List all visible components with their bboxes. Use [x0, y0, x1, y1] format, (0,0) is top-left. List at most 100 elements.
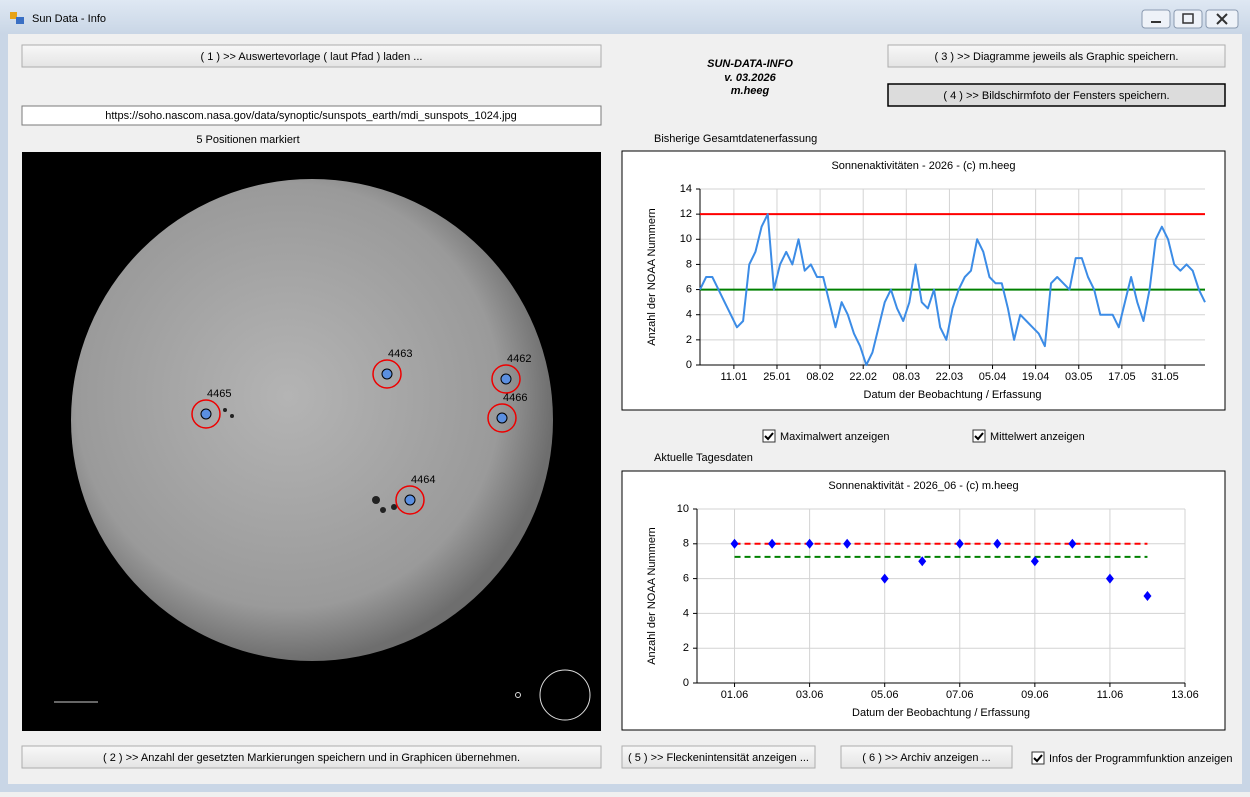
- check-mark: [764, 432, 774, 441]
- maximize-icon: [1182, 13, 1194, 24]
- button[interactable]: [887, 44, 1226, 68]
- data-point: [730, 538, 739, 549]
- app-icon: [10, 12, 17, 19]
- marker-ring[interactable]: [487, 403, 517, 433]
- app-icon: [16, 17, 24, 24]
- y-tick-label: 0: [683, 677, 689, 689]
- data-point: [805, 538, 814, 549]
- chart-frame: [621, 470, 1226, 731]
- check-mark: [974, 432, 984, 441]
- y-tick-label: 10: [680, 233, 692, 245]
- y-tick-label: 8: [686, 258, 692, 270]
- button-label[interactable]: ( 5 ) >> Fleckenintensität anzeigen ...: [628, 752, 809, 764]
- marker-ring[interactable]: [491, 364, 521, 394]
- header-text: v. 03.2026: [724, 72, 776, 84]
- button[interactable]: [21, 44, 602, 68]
- window-controls[interactable]: [1141, 9, 1239, 29]
- data-point: [918, 556, 927, 567]
- marker-ring[interactable]: [395, 485, 425, 515]
- maximize-button[interactable]: [1173, 9, 1203, 29]
- checkbox-label[interactable]: Mittelwert anzeigen: [990, 431, 1085, 443]
- earth-icon: [515, 692, 521, 698]
- y-tick-label: 0: [686, 359, 692, 371]
- data-point: [768, 538, 777, 549]
- checkbox[interactable]: [972, 429, 986, 443]
- x-tick-label: 08.02: [806, 371, 834, 383]
- sunspot: [230, 414, 234, 418]
- y-tick-label: 10: [677, 503, 689, 515]
- x-tick-label: 13.06: [1171, 689, 1199, 701]
- button-label[interactable]: ( 1 ) >> Auswertevorlage ( laut Pfad ) l…: [201, 51, 423, 63]
- data-point: [1143, 591, 1152, 601]
- button-label[interactable]: ( 3 ) >> Diagramme jeweils als Graphic s…: [935, 51, 1179, 63]
- marker-label: 4463: [388, 348, 412, 360]
- data-point: [1030, 556, 1039, 567]
- marker-ring[interactable]: [191, 399, 221, 429]
- window-title: Sun Data - Info: [32, 13, 106, 25]
- marker-dot[interactable]: [381, 368, 393, 380]
- section-label: Aktuelle Tagesdaten: [654, 452, 753, 464]
- jupiter-icon: [539, 669, 591, 721]
- marker-label: 4465: [207, 388, 231, 400]
- data-point: [880, 573, 889, 584]
- scale-label: 10 Earth: [56, 687, 98, 699]
- button[interactable]: [887, 83, 1226, 107]
- marker-dot[interactable]: [496, 412, 508, 424]
- y-tick-label: 6: [683, 573, 689, 585]
- close-icon: [1216, 13, 1228, 25]
- chart-title: Sonnenaktivität - 2026_06 - (c) m.heeg: [828, 480, 1018, 492]
- marker-label: 4466: [503, 392, 527, 404]
- checkbox[interactable]: [762, 429, 776, 443]
- marker-dot[interactable]: [200, 408, 212, 420]
- check-mark: [1033, 754, 1043, 763]
- data-line: [699, 213, 1206, 366]
- button[interactable]: [21, 745, 602, 769]
- marked-count: 5 Positionen markiert: [196, 134, 299, 146]
- sunspot: [391, 504, 397, 510]
- x-tick-label: 17.05: [1108, 371, 1136, 383]
- header-text: SUN-DATA-INFO: [707, 58, 793, 70]
- data-point: [955, 538, 964, 549]
- url-text: https://soho.nascom.nasa.gov/data/synopt…: [105, 110, 517, 122]
- checkbox-label[interactable]: Maximalwert anzeigen: [780, 431, 889, 443]
- button[interactable]: [621, 745, 816, 769]
- image-caption: SDO HMI 12-Jun-2026: [257, 166, 369, 178]
- marker-dot[interactable]: [500, 373, 512, 385]
- x-tick-label: 25.01: [763, 371, 791, 383]
- minimize-button[interactable]: [1141, 9, 1171, 29]
- y-tick-label: 14: [680, 183, 692, 195]
- x-tick-label: 11.01: [721, 371, 748, 383]
- x-tick-label: 01.06: [721, 689, 749, 701]
- y-tick-label: 4: [683, 607, 689, 619]
- y-axis-label: Anzahl der NOAA Nummern: [646, 208, 658, 346]
- section-label: Bisherige Gesamtdatenerfassung: [654, 133, 817, 145]
- x-axis-label: Datum der Beobachtung / Erfassung: [864, 389, 1042, 401]
- button[interactable]: [840, 745, 1013, 769]
- x-tick-label: 05.06: [871, 689, 899, 701]
- checkbox[interactable]: [1031, 751, 1045, 765]
- button-label[interactable]: ( 6 ) >> Archiv anzeigen ...: [862, 752, 990, 764]
- data-point: [843, 538, 852, 549]
- title-bar: [0, 0, 1250, 34]
- sunspot: [223, 408, 227, 412]
- marker-label: 4462: [507, 353, 531, 365]
- sunspot: [380, 507, 386, 513]
- x-tick-label: 22.03: [936, 371, 964, 383]
- y-tick-label: 6: [686, 283, 692, 295]
- data-point: [1068, 538, 1077, 549]
- sunspot: [372, 496, 380, 504]
- x-tick-label: 07.06: [946, 689, 974, 701]
- y-axis-label: Anzahl der NOAA Nummern: [646, 527, 658, 665]
- x-axis-label: Datum der Beobachtung / Erfassung: [852, 707, 1030, 719]
- data-point: [1105, 573, 1114, 584]
- checkbox-label[interactable]: Infos der Programmfunktion anzeigen: [1049, 753, 1232, 765]
- url-field[interactable]: [21, 105, 602, 126]
- marker-ring[interactable]: [372, 359, 402, 389]
- marker-dot[interactable]: [404, 494, 416, 506]
- button-label[interactable]: ( 2 ) >> Anzahl der gesetzten Markierung…: [103, 752, 520, 764]
- x-tick-label: 19.04: [1022, 371, 1050, 383]
- sun-disk: [71, 179, 553, 661]
- button-label[interactable]: ( 4 ) >> Bildschirmfoto der Fensters spe…: [943, 90, 1169, 102]
- x-tick-label: 03.06: [796, 689, 824, 701]
- x-tick-label: 31.05: [1151, 371, 1179, 383]
